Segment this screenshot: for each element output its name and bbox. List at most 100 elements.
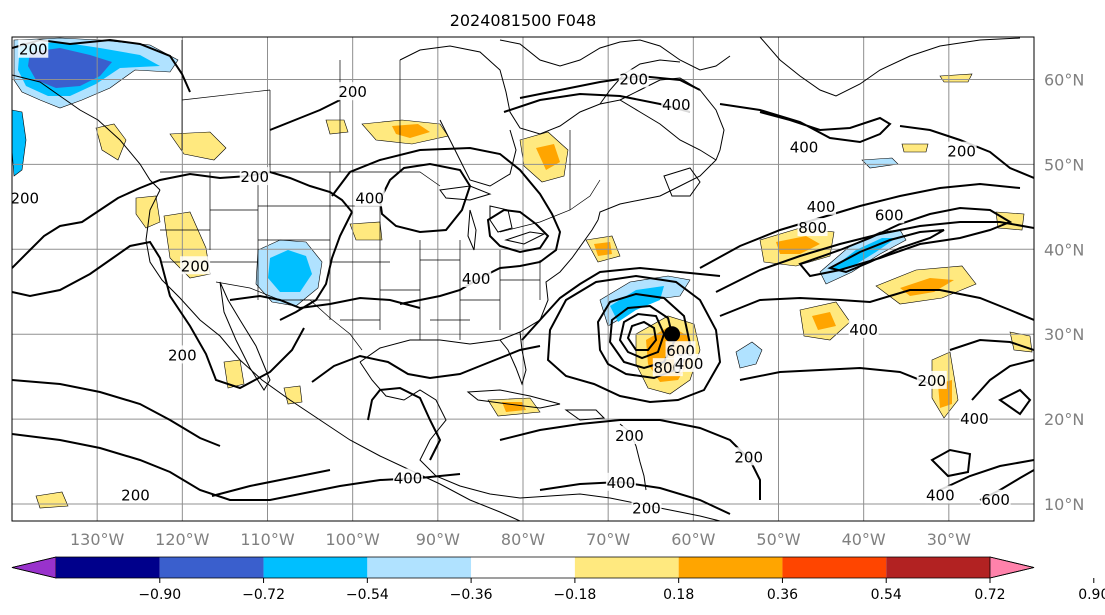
coast-baffin — [599, 59, 681, 105]
contour-label-bg — [120, 485, 151, 504]
contour-label-bg — [605, 472, 636, 491]
contour-label: 400 — [959, 409, 990, 428]
coast-newfoundland — [663, 167, 701, 197]
colorbar-outline — [11, 556, 1035, 579]
contour-label-bg — [354, 188, 385, 207]
contour-label: 600 — [874, 205, 905, 224]
contour-label-bg — [789, 137, 820, 156]
contour-label-text: 600 — [875, 206, 904, 224]
lon-tick-label: 30°W — [927, 530, 971, 549]
contour-label-bg — [631, 498, 662, 517]
map-panel: 200 200 200 200 200 200 200 400 400 400 400 400 800 6… — [11, 36, 1035, 522]
contour-label-bg — [239, 167, 270, 186]
contour-label: 600 — [980, 489, 1011, 509]
neg-region-rockies-core — [268, 250, 312, 292]
contour-label-text: 200 — [121, 487, 150, 505]
map-frame — [11, 36, 1035, 522]
colorbar-swatch — [886, 557, 990, 578]
contour-label: 200 — [631, 498, 662, 517]
contour-600-jet — [798, 206, 1013, 278]
contour-label-text: 200 — [168, 346, 197, 364]
pos-region-small-3 — [901, 143, 929, 153]
colorbar-swatch — [574, 557, 679, 578]
colorbar-tick-label: 0.54 — [871, 587, 902, 603]
lat-tick-label: 40°N — [1044, 240, 1084, 259]
lat-tick-label: 30°N — [1044, 325, 1084, 344]
contour-label: 800 — [797, 218, 828, 237]
contour-label: 400 — [848, 319, 879, 339]
contour-400-bottom-right — [939, 459, 1034, 491]
contour-label-text: 200 — [734, 448, 763, 466]
colorbar-swatch — [782, 557, 887, 578]
pos-region-atl-1-core — [812, 312, 836, 330]
contour-200-storm-outer — [546, 274, 722, 404]
lake-erie — [504, 231, 546, 245]
colorbar-tick-label: 0.18 — [663, 587, 694, 603]
latitude-tick-labels: 60°N 50°N 40°N 30°N 20°N 10°N — [1044, 70, 1084, 514]
neg-region-westcoast — [12, 109, 27, 177]
lat-tick-label: 20°N — [1044, 410, 1084, 429]
contour-800-storm — [618, 312, 666, 360]
neg-region-storm-core — [610, 286, 664, 322]
lon-tick-label: 110°W — [240, 530, 295, 549]
lon-tick-label: 70°W — [586, 530, 630, 549]
contour-label-text: 800 — [798, 219, 827, 237]
contour-label-bg — [797, 218, 828, 237]
longitude-tick-labels: 130°W 120°W 110°W 100°W 90°W 80°W 70°W 60°W 50°W… — [70, 530, 971, 549]
contour-200-caribbean — [499, 419, 761, 500]
colorbar-swatch — [56, 557, 160, 578]
lon-tick-label: 80°W — [501, 530, 545, 549]
colorbar-tick-label: 0.90 — [1078, 587, 1105, 603]
coast-southamerica — [519, 493, 721, 521]
coast-cuba — [466, 389, 561, 409]
contour-200-canada — [269, 99, 341, 131]
lon-tick-label: 60°W — [671, 530, 715, 549]
colorbar-tick-label: 0.36 — [767, 587, 798, 603]
contour-label-text: 400 — [849, 321, 878, 339]
colorbar-swatch — [159, 557, 264, 578]
contour-200-east-low — [949, 338, 1034, 351]
contour-label-bg — [393, 468, 424, 487]
contour-400-bottom — [539, 480, 731, 515]
contour-label-text: 200 — [917, 372, 946, 390]
contour-label-text: 200 — [338, 83, 367, 101]
lat-tick-label: 50°N — [1044, 155, 1084, 174]
colorbar-tick-label: 0.72 — [974, 587, 1005, 603]
contour-label: 200 — [120, 485, 151, 505]
contour-label-text: 400 — [662, 96, 691, 114]
storm-center-marker — [664, 326, 681, 343]
pos-region-greatlakes — [349, 221, 383, 241]
contour-label-bg — [925, 485, 956, 504]
canada-provinces — [181, 60, 571, 210]
colorbar: −0.90 −0.72 −0.54 −0.36 −0.18 0.18 0.36 0.54 0.7… — [11, 556, 1105, 603]
coast-hudson — [399, 45, 717, 161]
contour-label-bg — [916, 370, 947, 389]
contour-200-mexico — [367, 386, 442, 461]
lake-superior — [439, 185, 492, 201]
contour-label-text: 200 — [19, 41, 48, 59]
contour-label-text: 200 — [240, 168, 269, 186]
contour-200-greenland — [719, 103, 892, 144]
coast-hispaniola — [564, 409, 606, 421]
contour-label-text: 400 — [355, 189, 384, 207]
contour-label-text: 200 — [619, 70, 648, 88]
contour-label-bg — [12, 188, 40, 207]
colorbar-min-extend — [11, 556, 57, 579]
contour-label-text: 200 — [615, 427, 644, 445]
contour-label: 200 — [618, 69, 649, 88]
contour-400-mid — [331, 146, 562, 305]
contour-label-text: 400 — [607, 474, 636, 492]
contour-label-text: 400 — [790, 138, 819, 156]
neg-region-small-1 — [735, 341, 763, 369]
contour-label-bg — [18, 39, 49, 58]
contour-label-bg — [980, 489, 1011, 508]
coast-arctic-islands — [499, 39, 731, 71]
contour-400-storm — [596, 292, 692, 380]
contour-label: 400 — [354, 188, 385, 207]
coast-baja — [219, 281, 271, 391]
colorbar-swatch — [367, 557, 472, 578]
contour-label: 400 — [925, 485, 956, 505]
colorbar-tick-label: −0.90 — [138, 587, 181, 603]
neg-region-atlantic-jet-core — [830, 238, 896, 270]
contour-label-text: 400 — [462, 270, 491, 288]
